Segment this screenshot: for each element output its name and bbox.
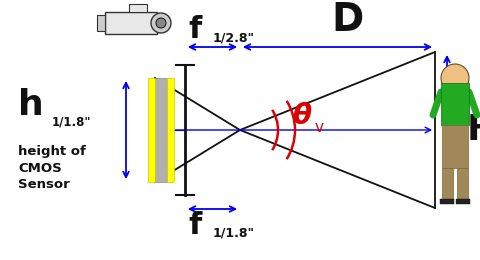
Circle shape	[441, 64, 469, 92]
Bar	[441, 83, 469, 125]
Bar	[148, 78, 155, 182]
Text: CMOS: CMOS	[18, 161, 62, 174]
Text: height of: height of	[18, 146, 86, 159]
Bar	[105, 12, 157, 34]
Text: 1/1.8": 1/1.8"	[52, 115, 92, 128]
Text: Sensor: Sensor	[18, 178, 70, 191]
Circle shape	[151, 13, 171, 33]
Text: D: D	[331, 1, 364, 39]
Bar	[442, 168, 453, 200]
Text: f: f	[188, 211, 201, 239]
Bar	[442, 125, 468, 168]
Bar	[440, 199, 454, 204]
Bar	[97, 15, 105, 31]
Text: h: h	[18, 88, 44, 122]
Bar	[457, 168, 468, 200]
Bar	[155, 78, 167, 182]
Bar	[129, 4, 147, 12]
Bar	[456, 199, 470, 204]
Text: H: H	[467, 113, 480, 147]
Bar	[167, 78, 174, 182]
Text: v: v	[315, 120, 324, 135]
Text: 1/1.8": 1/1.8"	[213, 226, 255, 239]
Circle shape	[156, 18, 166, 28]
Text: θ: θ	[292, 102, 311, 130]
Text: f: f	[188, 16, 201, 44]
Text: 1/2.8": 1/2.8"	[213, 31, 255, 44]
